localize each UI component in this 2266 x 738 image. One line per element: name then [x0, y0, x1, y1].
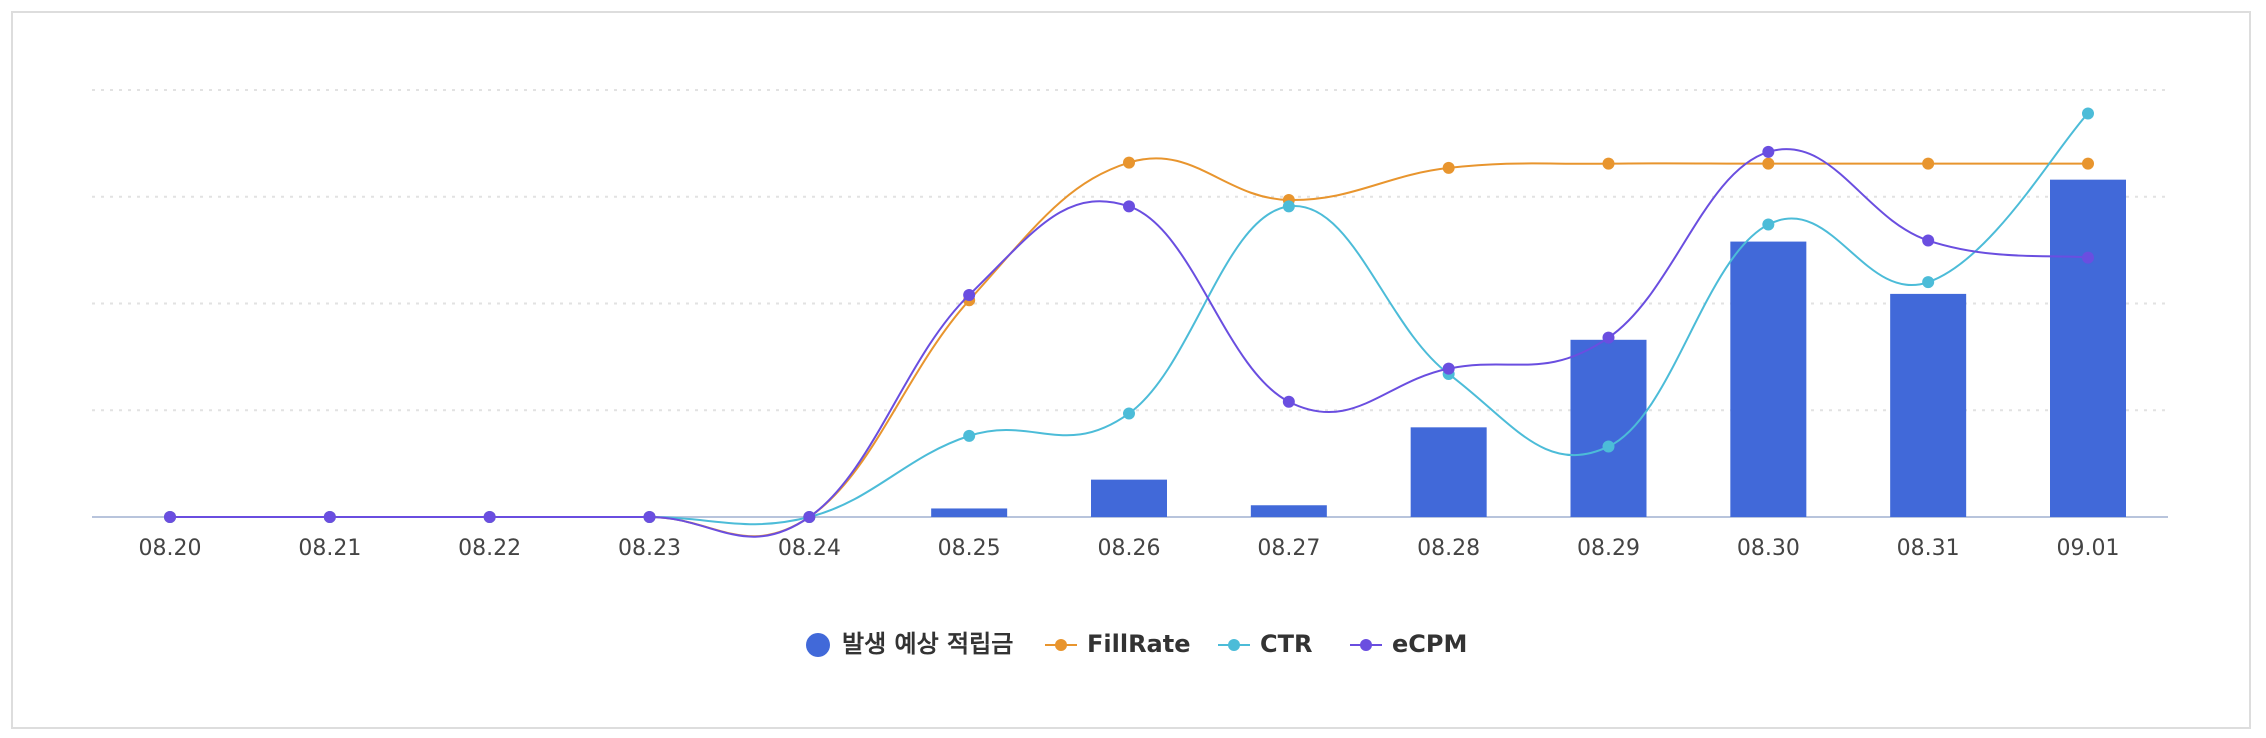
point	[1123, 156, 1135, 169]
point	[2082, 107, 2094, 120]
point	[1602, 331, 1615, 344]
x-tick-label: 08.30	[1737, 536, 1800, 561]
bar	[1570, 339, 1647, 517]
frame	[11, 11, 2251, 729]
point	[1442, 362, 1455, 375]
x-tick-label: 08.29	[1577, 536, 1640, 561]
point	[323, 511, 336, 523]
legend-swatch	[1228, 639, 1240, 651]
x-tick-label: 08.25	[938, 536, 1001, 561]
point	[1602, 440, 1615, 453]
legend-label: 발생 예상 적립금	[842, 630, 1013, 658]
point	[164, 511, 176, 523]
legend-swatch	[1360, 639, 1372, 651]
x-tick-label: 08.20	[139, 536, 202, 561]
point	[643, 511, 656, 523]
point	[1922, 157, 1935, 170]
x-tick-label: 08.21	[298, 536, 361, 561]
point	[2082, 251, 2094, 264]
bar	[1890, 293, 1967, 517]
x-tick-label: 08.24	[778, 536, 841, 561]
point	[2082, 157, 2094, 170]
point	[1922, 234, 1935, 247]
legend-label: eCPM	[1392, 630, 1467, 658]
bar	[1091, 479, 1167, 517]
bar	[1250, 505, 1327, 517]
point	[1123, 200, 1135, 213]
legend-label: FillRate	[1087, 630, 1191, 658]
x-tick-label: 08.22	[458, 536, 521, 561]
legend-label: CTR	[1260, 630, 1312, 658]
x-tick-label: 08.27	[1257, 536, 1320, 561]
bar	[1730, 241, 1807, 517]
x-tick-label: 08.31	[1897, 536, 1960, 561]
point	[1123, 407, 1135, 420]
point	[1282, 395, 1295, 408]
point	[1762, 145, 1775, 158]
x-tick-label: 08.26	[1098, 536, 1161, 561]
x-tick-label: 09.01	[2057, 536, 2120, 561]
point	[483, 511, 496, 523]
point	[1922, 276, 1935, 289]
legend-swatch	[806, 633, 830, 657]
legend-swatch	[1055, 639, 1067, 651]
bar	[2050, 179, 2126, 518]
bar	[931, 508, 1008, 517]
point	[803, 511, 816, 523]
point	[1442, 161, 1455, 174]
point	[1762, 157, 1775, 170]
point	[1282, 200, 1295, 213]
point	[1762, 218, 1775, 231]
point	[963, 429, 976, 442]
bar	[1410, 427, 1487, 517]
point	[1602, 157, 1615, 170]
x-tick-label: 08.28	[1417, 536, 1480, 561]
x-tick-label: 08.23	[618, 536, 681, 561]
point	[963, 288, 976, 301]
